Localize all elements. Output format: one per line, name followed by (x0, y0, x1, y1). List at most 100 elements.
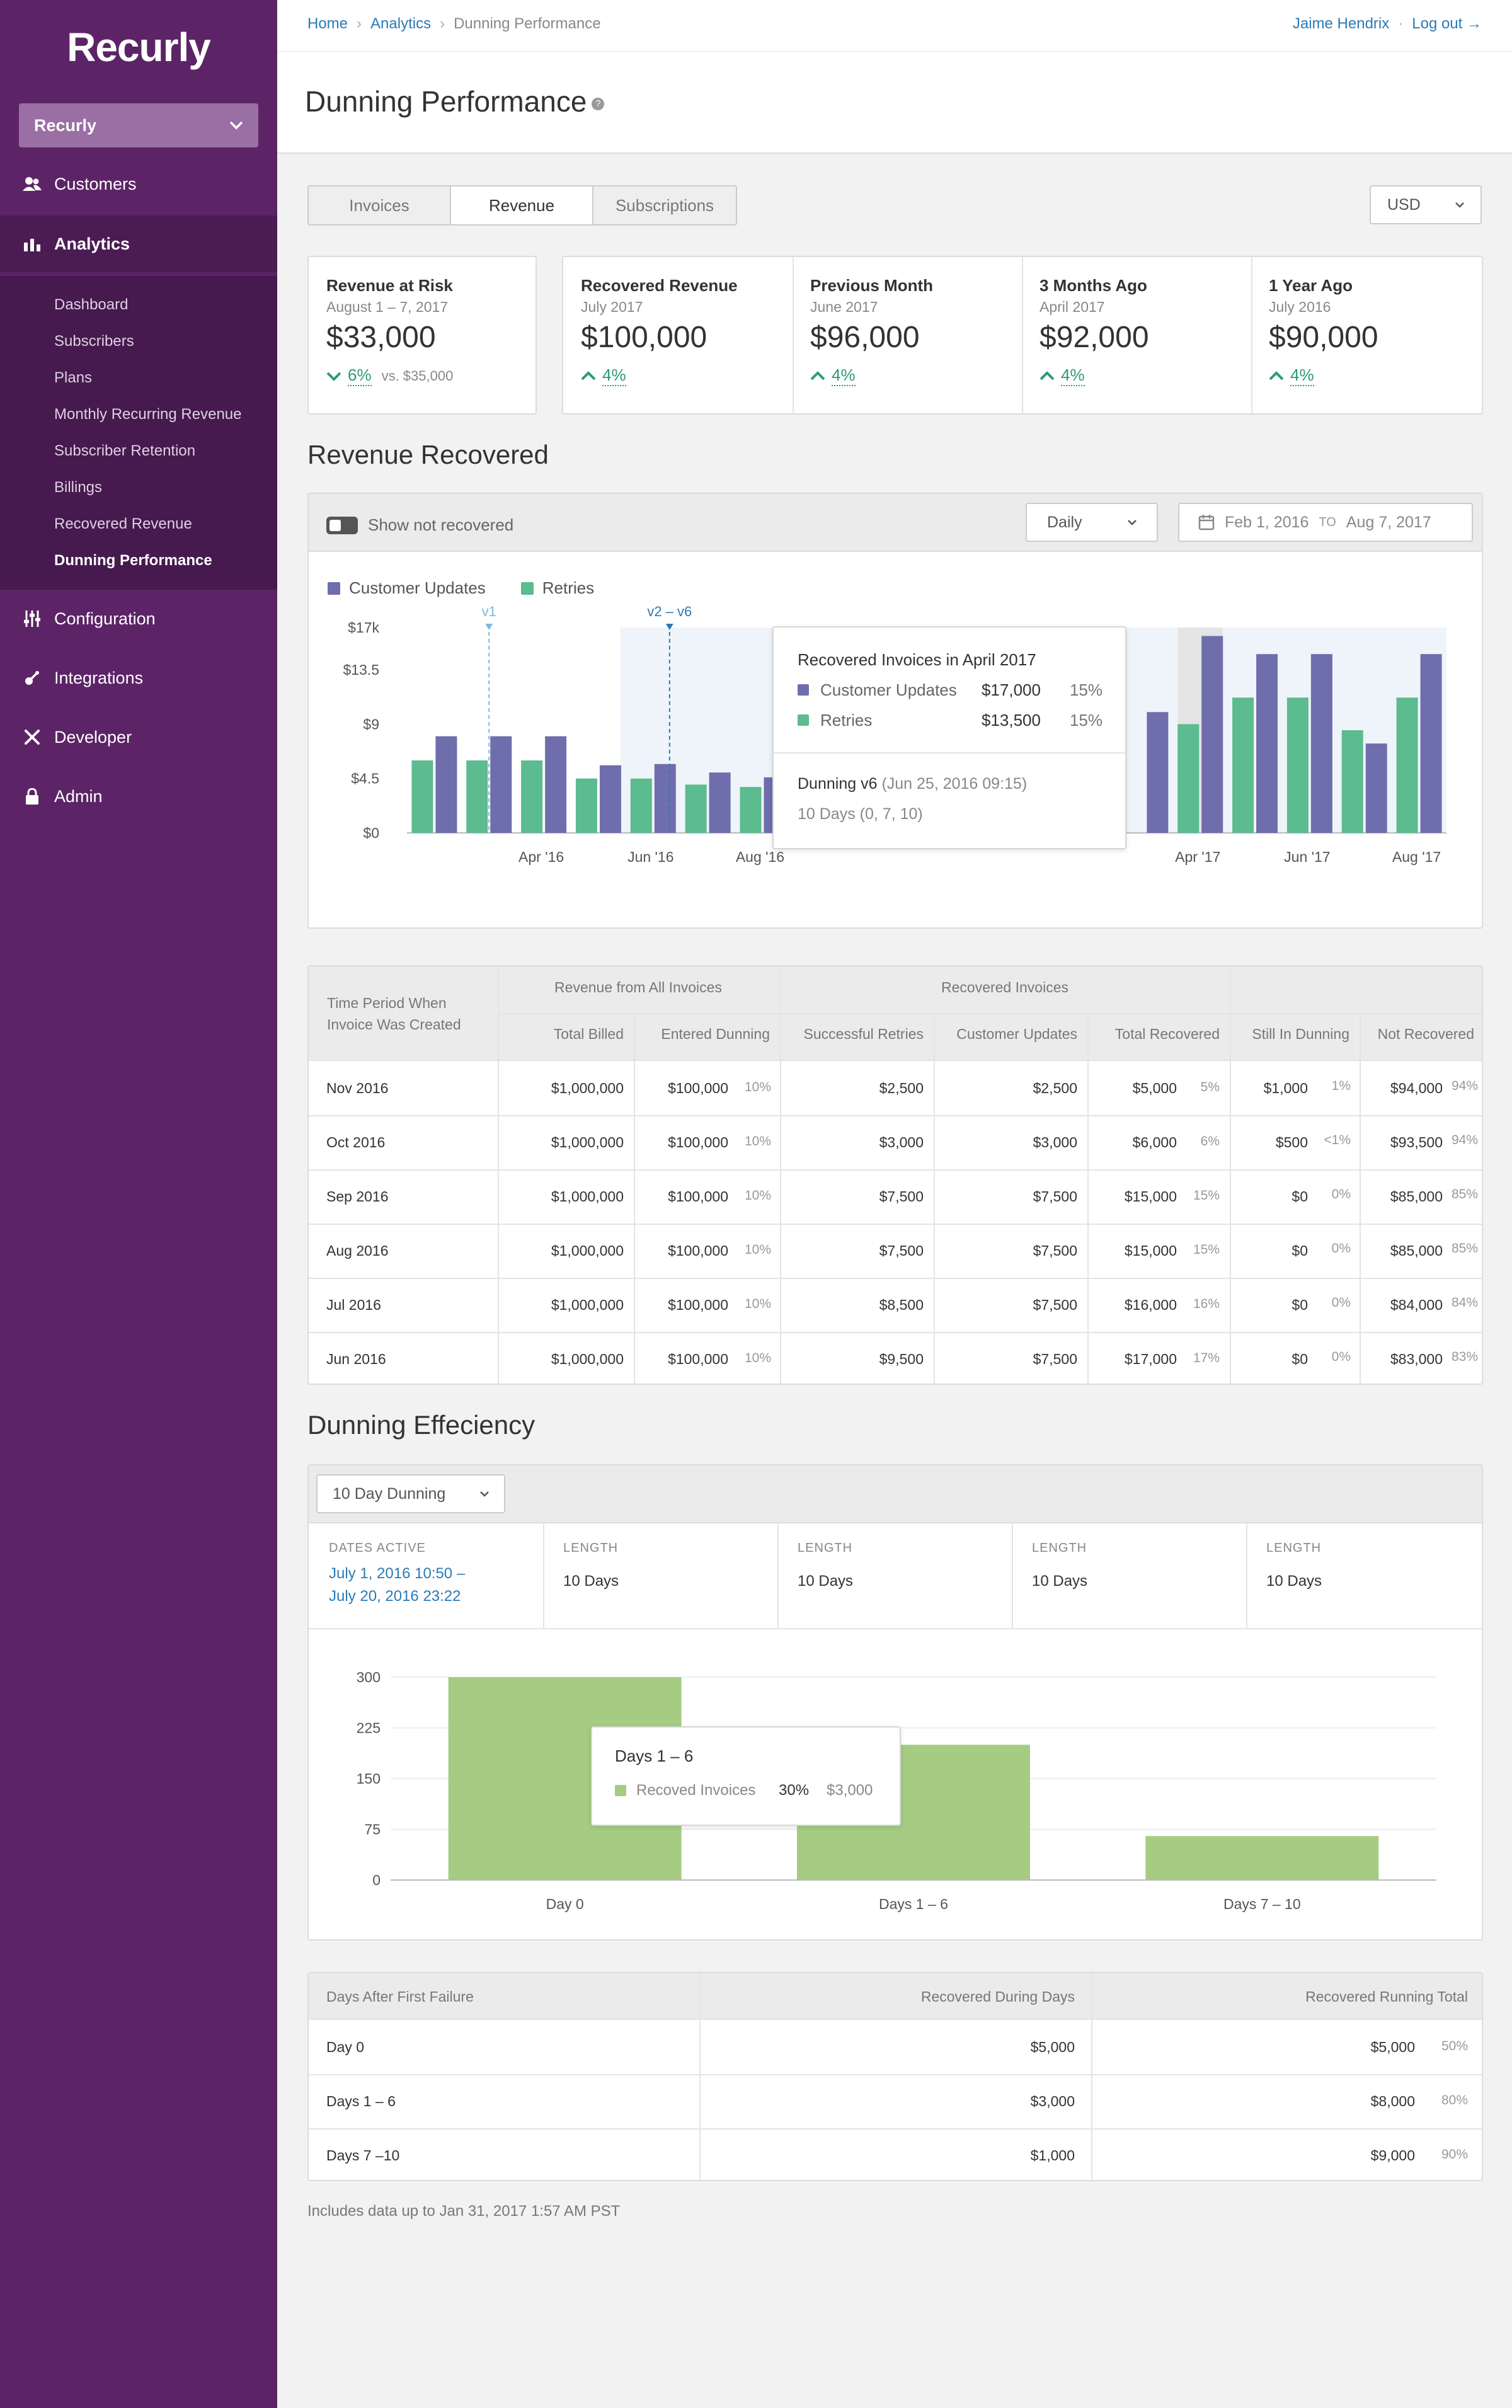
y-tick-label: $17k (348, 619, 379, 636)
breadcrumb: Home › Analytics › Dunning Performance (307, 15, 601, 33)
chevron-down-icon (1128, 519, 1137, 525)
nav-analytics[interactable]: Analytics (0, 215, 277, 272)
still-in-dunning-cell: $0 (1292, 1242, 1308, 1259)
nav-admin[interactable]: Admin (0, 768, 277, 825)
still-in-dunning-cell: $0 (1292, 1188, 1308, 1205)
subnav-billings[interactable]: Billings (54, 479, 103, 496)
tooltip-row-customer-updates: Customer Updates $17,000 15% (798, 680, 1102, 699)
logout-link[interactable]: Log out → (1412, 15, 1482, 32)
running-total-cell: $9,000 (1370, 2147, 1415, 2164)
calendar-icon (1198, 515, 1215, 530)
column-divider (934, 1013, 935, 1384)
tab-invoices[interactable]: Invoices (309, 186, 451, 224)
running-total-pct: 50% (1441, 2039, 1468, 2053)
y-tick-label: 225 (357, 1720, 381, 1736)
legend-swatch-retries (520, 582, 534, 595)
site-selector[interactable]: Recurly (19, 103, 258, 147)
kpi-change: 4% (832, 365, 856, 386)
users-icon (23, 175, 42, 193)
kpi-value: $33,000 (326, 321, 436, 354)
running-total-pct: 80% (1441, 2093, 1468, 2107)
x-tick-label: Jun '17 (1284, 849, 1330, 865)
nav-admin-label: Admin (54, 786, 103, 806)
bar-retries (1286, 697, 1309, 833)
dunning-select-value: 10 Day Dunning (333, 1484, 446, 1503)
column-header: Days After First Failure (326, 1988, 474, 2005)
not-recovered-pct: 84% (1451, 1295, 1478, 1310)
customer-updates-cell: $2,500 (1033, 1080, 1077, 1096)
user-name-link[interactable]: Jaime Hendrix (1292, 15, 1390, 32)
subnav-dashboard[interactable]: Dashboard (54, 296, 129, 313)
kpi-3-months-ago: 3 Months Ago April 2017 $92,000 4% (1022, 257, 1251, 413)
breadcrumb-analytics[interactable]: Analytics (370, 15, 432, 32)
tooltip-row-pct: 15% (1069, 710, 1102, 730)
successful-retries-cell: $7,500 (879, 1188, 924, 1205)
efficiency-tooltip: Days 1 – 6 Recoved Invoices 30% $3,000 (591, 1726, 901, 1826)
period-cell: Nov 2016 (326, 1080, 389, 1096)
column-divider (699, 1973, 701, 2180)
bar-customer-updates (1147, 712, 1169, 833)
nav-integrations[interactable]: Integrations (0, 650, 277, 706)
dates-active-end[interactable]: July 20, 2016 23:22 (329, 1588, 461, 1605)
breadcrumb-home[interactable]: Home (307, 15, 348, 32)
dunning-efficiency-panel: 10 Day Dunning DATES ACTIVE July 1, 2016… (307, 1464, 1483, 1941)
kpi-title: 3 Months Ago (1040, 276, 1147, 295)
date-range-picker[interactable]: Feb 1, 2016 TO Aug 7, 2017 (1178, 503, 1473, 542)
not-recovered-pct: 85% (1451, 1241, 1478, 1256)
tab-subscriptions[interactable]: Subscriptions (593, 186, 736, 224)
nav-developer[interactable]: Developer (0, 709, 277, 765)
recovered-during-cell: $5,000 (1030, 2039, 1075, 2055)
kpi-subtitle: April 2017 (1040, 299, 1105, 315)
column-header: Not Recovered (1377, 1026, 1474, 1042)
nav-developer-label: Developer (54, 727, 132, 747)
revenue-at-risk-card: Revenue at Risk August 1 – 7, 2017 $33,0… (307, 256, 537, 415)
subnav-subscriber-retention[interactable]: Subscriber Retention (54, 442, 196, 459)
date-to-label: TO (1319, 515, 1336, 529)
not-recovered-cell: $85,000 (1390, 1242, 1443, 1259)
dates-active-start[interactable]: July 1, 2016 10:50 – (329, 1565, 466, 1582)
still-in-dunning-pct: 0% (1331, 1350, 1351, 1364)
total-recovered-cell: $15,000 (1124, 1242, 1177, 1259)
chart-toolbar: Show not recovered Daily Feb 1, 2016 TO … (309, 494, 1482, 552)
currency-select[interactable]: USD (1370, 185, 1482, 224)
dunning-select[interactable]: 10 Day Dunning (316, 1474, 505, 1513)
x-tick-label: Apr '16 (518, 849, 564, 865)
tab-revenue[interactable]: Revenue (451, 186, 593, 224)
page-header: Dunning Performance? (277, 52, 1512, 154)
column-header: Successful Retries (803, 1026, 924, 1042)
not-recovered-cell: $93,500 (1390, 1134, 1443, 1150)
still-in-dunning-cell: $500 (1275, 1134, 1308, 1150)
top-bar: Home › Analytics › Dunning Performance J… (277, 0, 1512, 52)
not-recovered-pct: 83% (1451, 1350, 1478, 1364)
successful-retries-cell: $7,500 (879, 1242, 924, 1259)
recurly-logo[interactable]: Recurly (67, 25, 211, 70)
subnav-recovered-revenue[interactable]: Recovered Revenue (54, 515, 192, 532)
breadcrumb-separator: › (357, 15, 362, 32)
legend-swatch-customer-updates (328, 582, 340, 595)
period-cell: Aug 2016 (326, 1242, 389, 1259)
subnav-plans[interactable]: Plans (54, 369, 93, 386)
tooltip-version: Dunning v6 (Jun 25, 2016 09:15) (798, 775, 1027, 793)
subnav-mrr[interactable]: Monthly Recurring Revenue (54, 406, 242, 423)
entered-dunning-pct: 10% (744, 1134, 771, 1149)
subnav-dunning-performance[interactable]: Dunning Performance (54, 552, 212, 569)
still-in-dunning-pct: 0% (1331, 1187, 1351, 1201)
show-not-recovered-toggle[interactable] (326, 517, 358, 534)
column-divider (1230, 966, 1231, 1384)
efficiency-bar (1145, 1836, 1379, 1880)
help-icon[interactable]: ? (592, 97, 605, 110)
dates-active-label: DATES ACTIVE (329, 1541, 426, 1555)
nav-analytics-label: Analytics (54, 234, 130, 253)
length-value: 10 Days (798, 1573, 854, 1590)
lock-icon (23, 787, 42, 806)
entered-dunning-cell: $100,000 (668, 1297, 728, 1313)
y-tick-label: 150 (357, 1770, 381, 1787)
nav-customers[interactable]: Customers (0, 156, 277, 212)
subnav-subscribers[interactable]: Subscribers (54, 333, 134, 350)
tooltip-row-value: $17,000 (981, 680, 1041, 699)
bar-retries (630, 778, 652, 833)
interval-select[interactable]: Daily (1026, 503, 1158, 542)
entered-dunning-pct: 10% (744, 1188, 771, 1203)
nav-configuration[interactable]: Configuration (0, 590, 277, 647)
tooltip-title: Recovered Invoices in April 2017 (798, 650, 1036, 669)
